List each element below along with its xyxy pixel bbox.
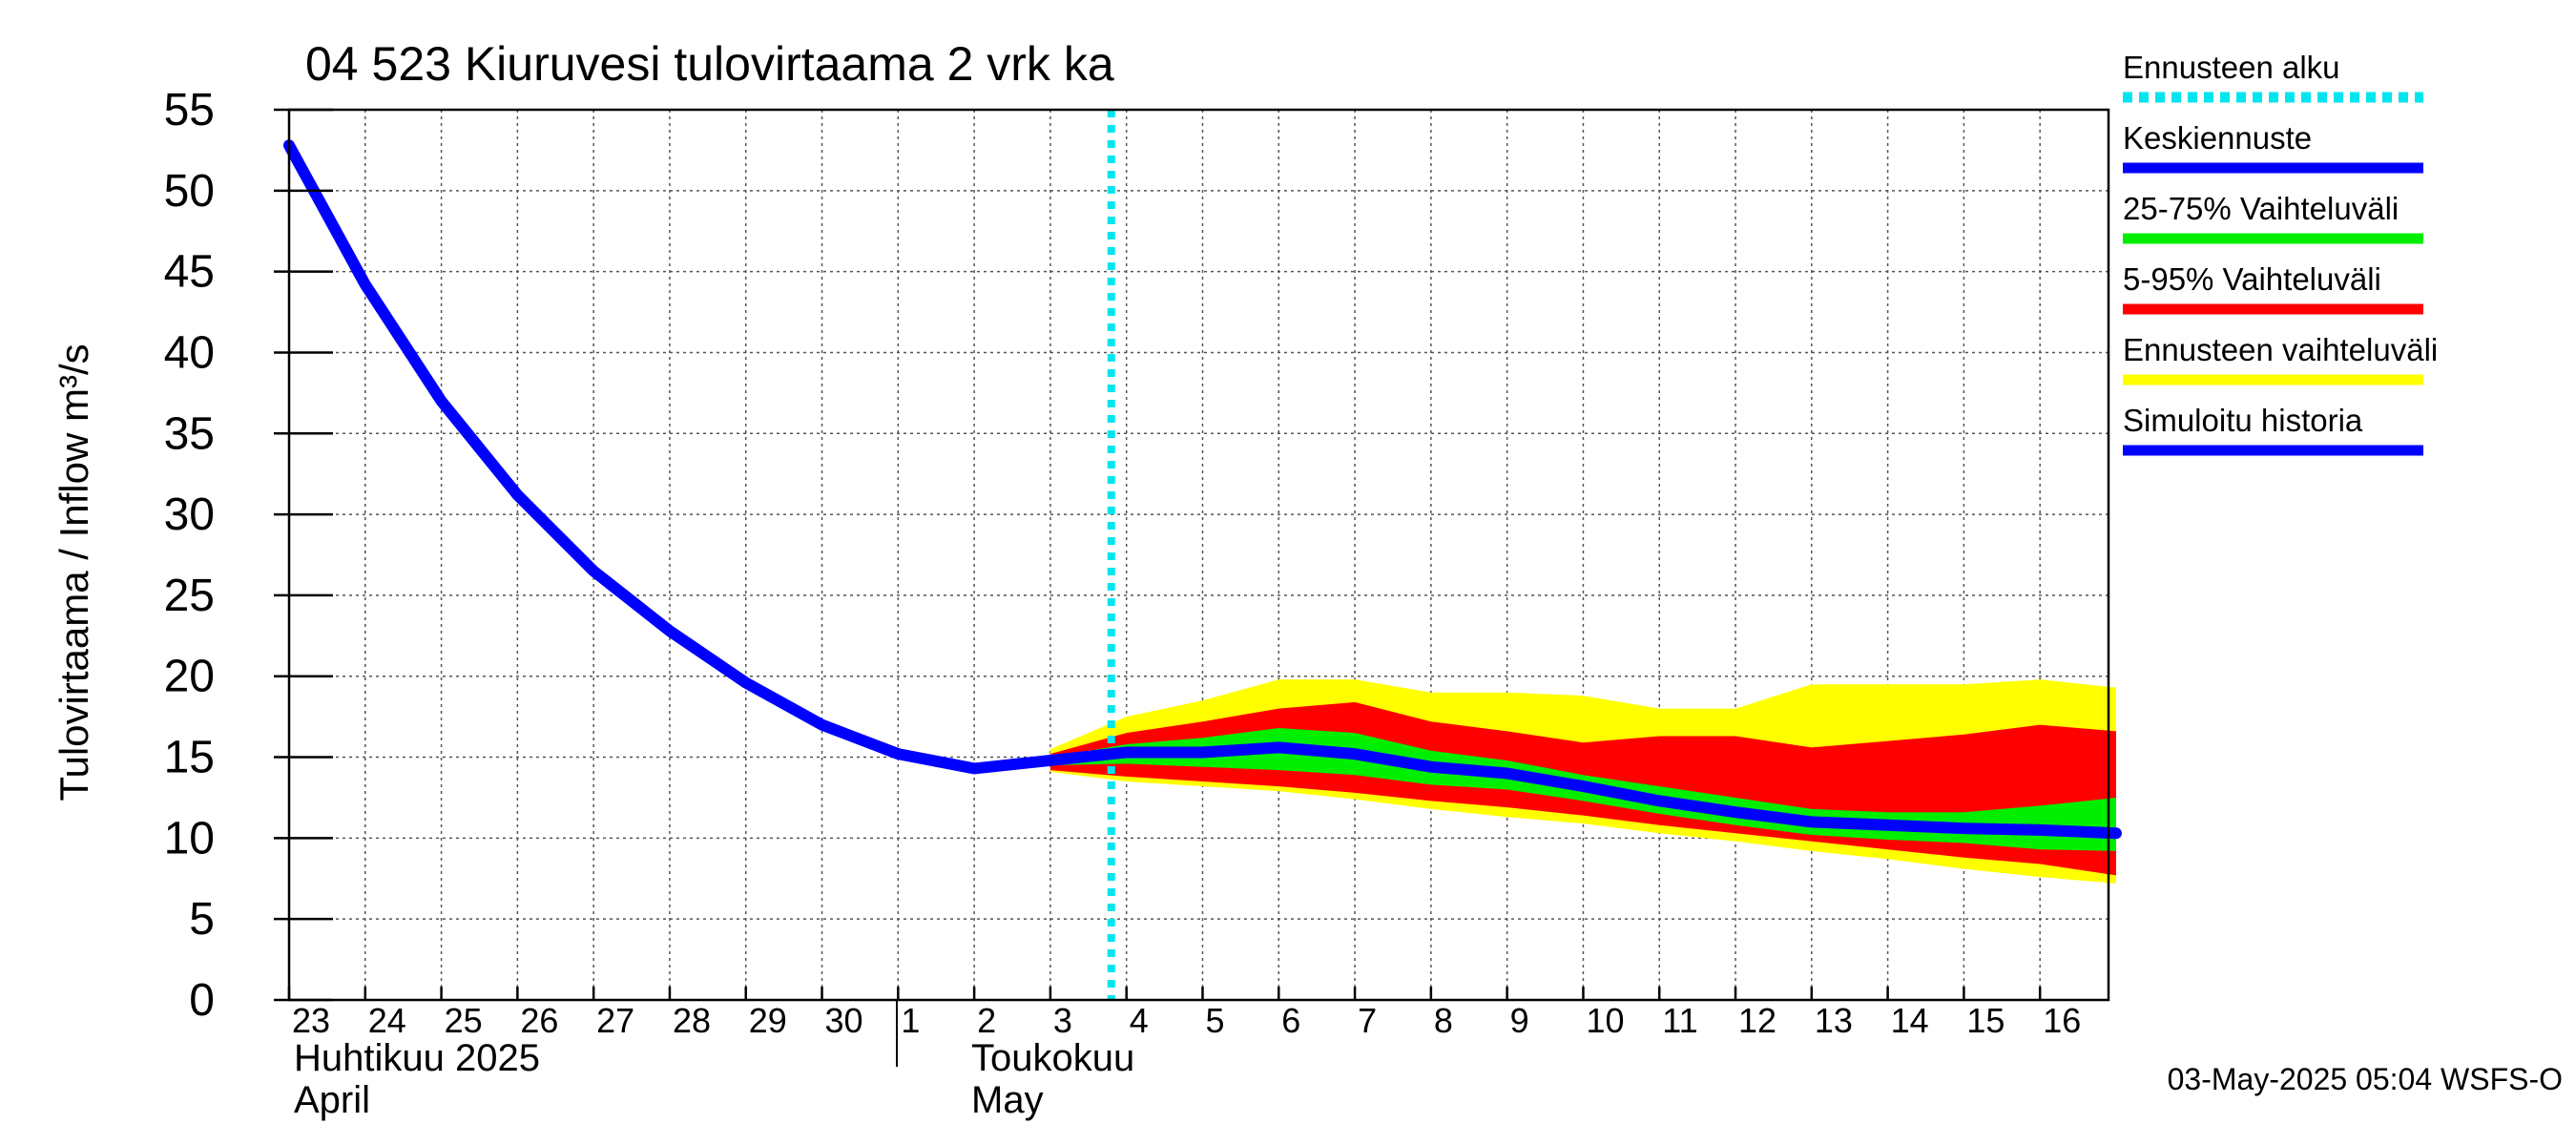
- series-line-keskiennuste: [1044, 741, 2122, 840]
- y-tick-label: 30: [164, 489, 215, 540]
- x-tick-label: 26: [520, 1001, 558, 1040]
- y-tick-label: 5: [189, 894, 215, 945]
- chart-title: 04 523 Kiuruvesi tulovirtaama 2 vrk ka: [305, 37, 1114, 91]
- legend-label: Ennusteen alku: [2123, 50, 2340, 85]
- y-tick-label: 0: [189, 975, 215, 1026]
- grid-lines: [288, 109, 2109, 1001]
- x-axis-ticks: 23 24 25 26 27 28 29 30 1 2 3 4 5 6 7 8 9 10 11 12 13 14 15 16: [287, 987, 2081, 1040]
- x-tick-label: 8: [1434, 1001, 1453, 1040]
- legend-label: Keskiennuste: [2123, 120, 2312, 156]
- series-line-simuloitu-historia: [283, 139, 1056, 775]
- y-tick-label: 45: [164, 247, 215, 298]
- x-tick-label: 7: [1358, 1001, 1377, 1040]
- y-tick-label: 20: [164, 652, 215, 702]
- series-lines: [283, 110, 2122, 1000]
- y-axis-label: Tulovirtaama / Inflow m³/s: [52, 344, 96, 801]
- x-tick-label: 23: [292, 1001, 330, 1040]
- y-tick-label: 25: [164, 571, 215, 621]
- y-tick-label: 35: [164, 408, 215, 459]
- x-tick-label: 5: [1205, 1001, 1224, 1040]
- x-tick-label: 13: [1815, 1001, 1853, 1040]
- x-tick-label: 6: [1281, 1001, 1300, 1040]
- month-label-may-fi: Toukokuu: [971, 1037, 1134, 1079]
- y-tick-label: 55: [164, 85, 215, 135]
- plot-frame: [287, 108, 2110, 1002]
- legend: Ennusteen alku Keskiennuste 25-75% Vaihtel…: [2123, 50, 2438, 456]
- x-tick-label: 29: [749, 1001, 787, 1040]
- x-tick-label: 10: [1586, 1001, 1624, 1040]
- x-tick-label: 24: [368, 1001, 406, 1040]
- y-tick-label: 15: [164, 733, 215, 783]
- x-tick-label: 4: [1130, 1001, 1149, 1040]
- legend-label: 5-95% Vaihteluväli: [2123, 261, 2381, 297]
- x-tick-label: 9: [1510, 1001, 1529, 1040]
- x-tick-label: 16: [2043, 1001, 2081, 1040]
- month-label-may-en: May: [971, 1079, 1044, 1121]
- x-tick-label: 2: [977, 1001, 996, 1040]
- x-tick-label: 27: [596, 1001, 634, 1040]
- legend-label: Ennusteen vaihteluväli: [2123, 332, 2438, 367]
- x-tick-label: 25: [445, 1001, 483, 1040]
- x-tick-label: 3: [1053, 1001, 1072, 1040]
- y-tick-label: 40: [164, 327, 215, 378]
- legend-label: Simuloitu historia: [2123, 403, 2363, 438]
- x-tick-label: 28: [673, 1001, 711, 1040]
- x-tick-label: 1: [901, 1001, 920, 1040]
- y-tick-label: 10: [164, 813, 215, 864]
- y-axis-ticks: 0 5 10 15 20 25 30 35 40 45 50 55: [164, 85, 333, 1026]
- x-tick-label: 30: [825, 1001, 863, 1040]
- legend-label: 25-75% Vaihteluväli: [2123, 191, 2399, 226]
- x-tick-label: 14: [1891, 1001, 1929, 1040]
- x-tick-label: 11: [1662, 1001, 1697, 1040]
- plot-border: [287, 108, 2110, 1002]
- x-tick-label: 12: [1738, 1001, 1776, 1040]
- y-tick-label: 50: [164, 166, 215, 217]
- month-label-april-en: April: [294, 1079, 370, 1121]
- timestamp: 03-May-2025 05:04 WSFS-O: [2168, 1062, 2563, 1096]
- x-tick-label: 15: [1966, 1001, 2005, 1040]
- month-label-april-fi: Huhtikuu 2025: [294, 1037, 540, 1079]
